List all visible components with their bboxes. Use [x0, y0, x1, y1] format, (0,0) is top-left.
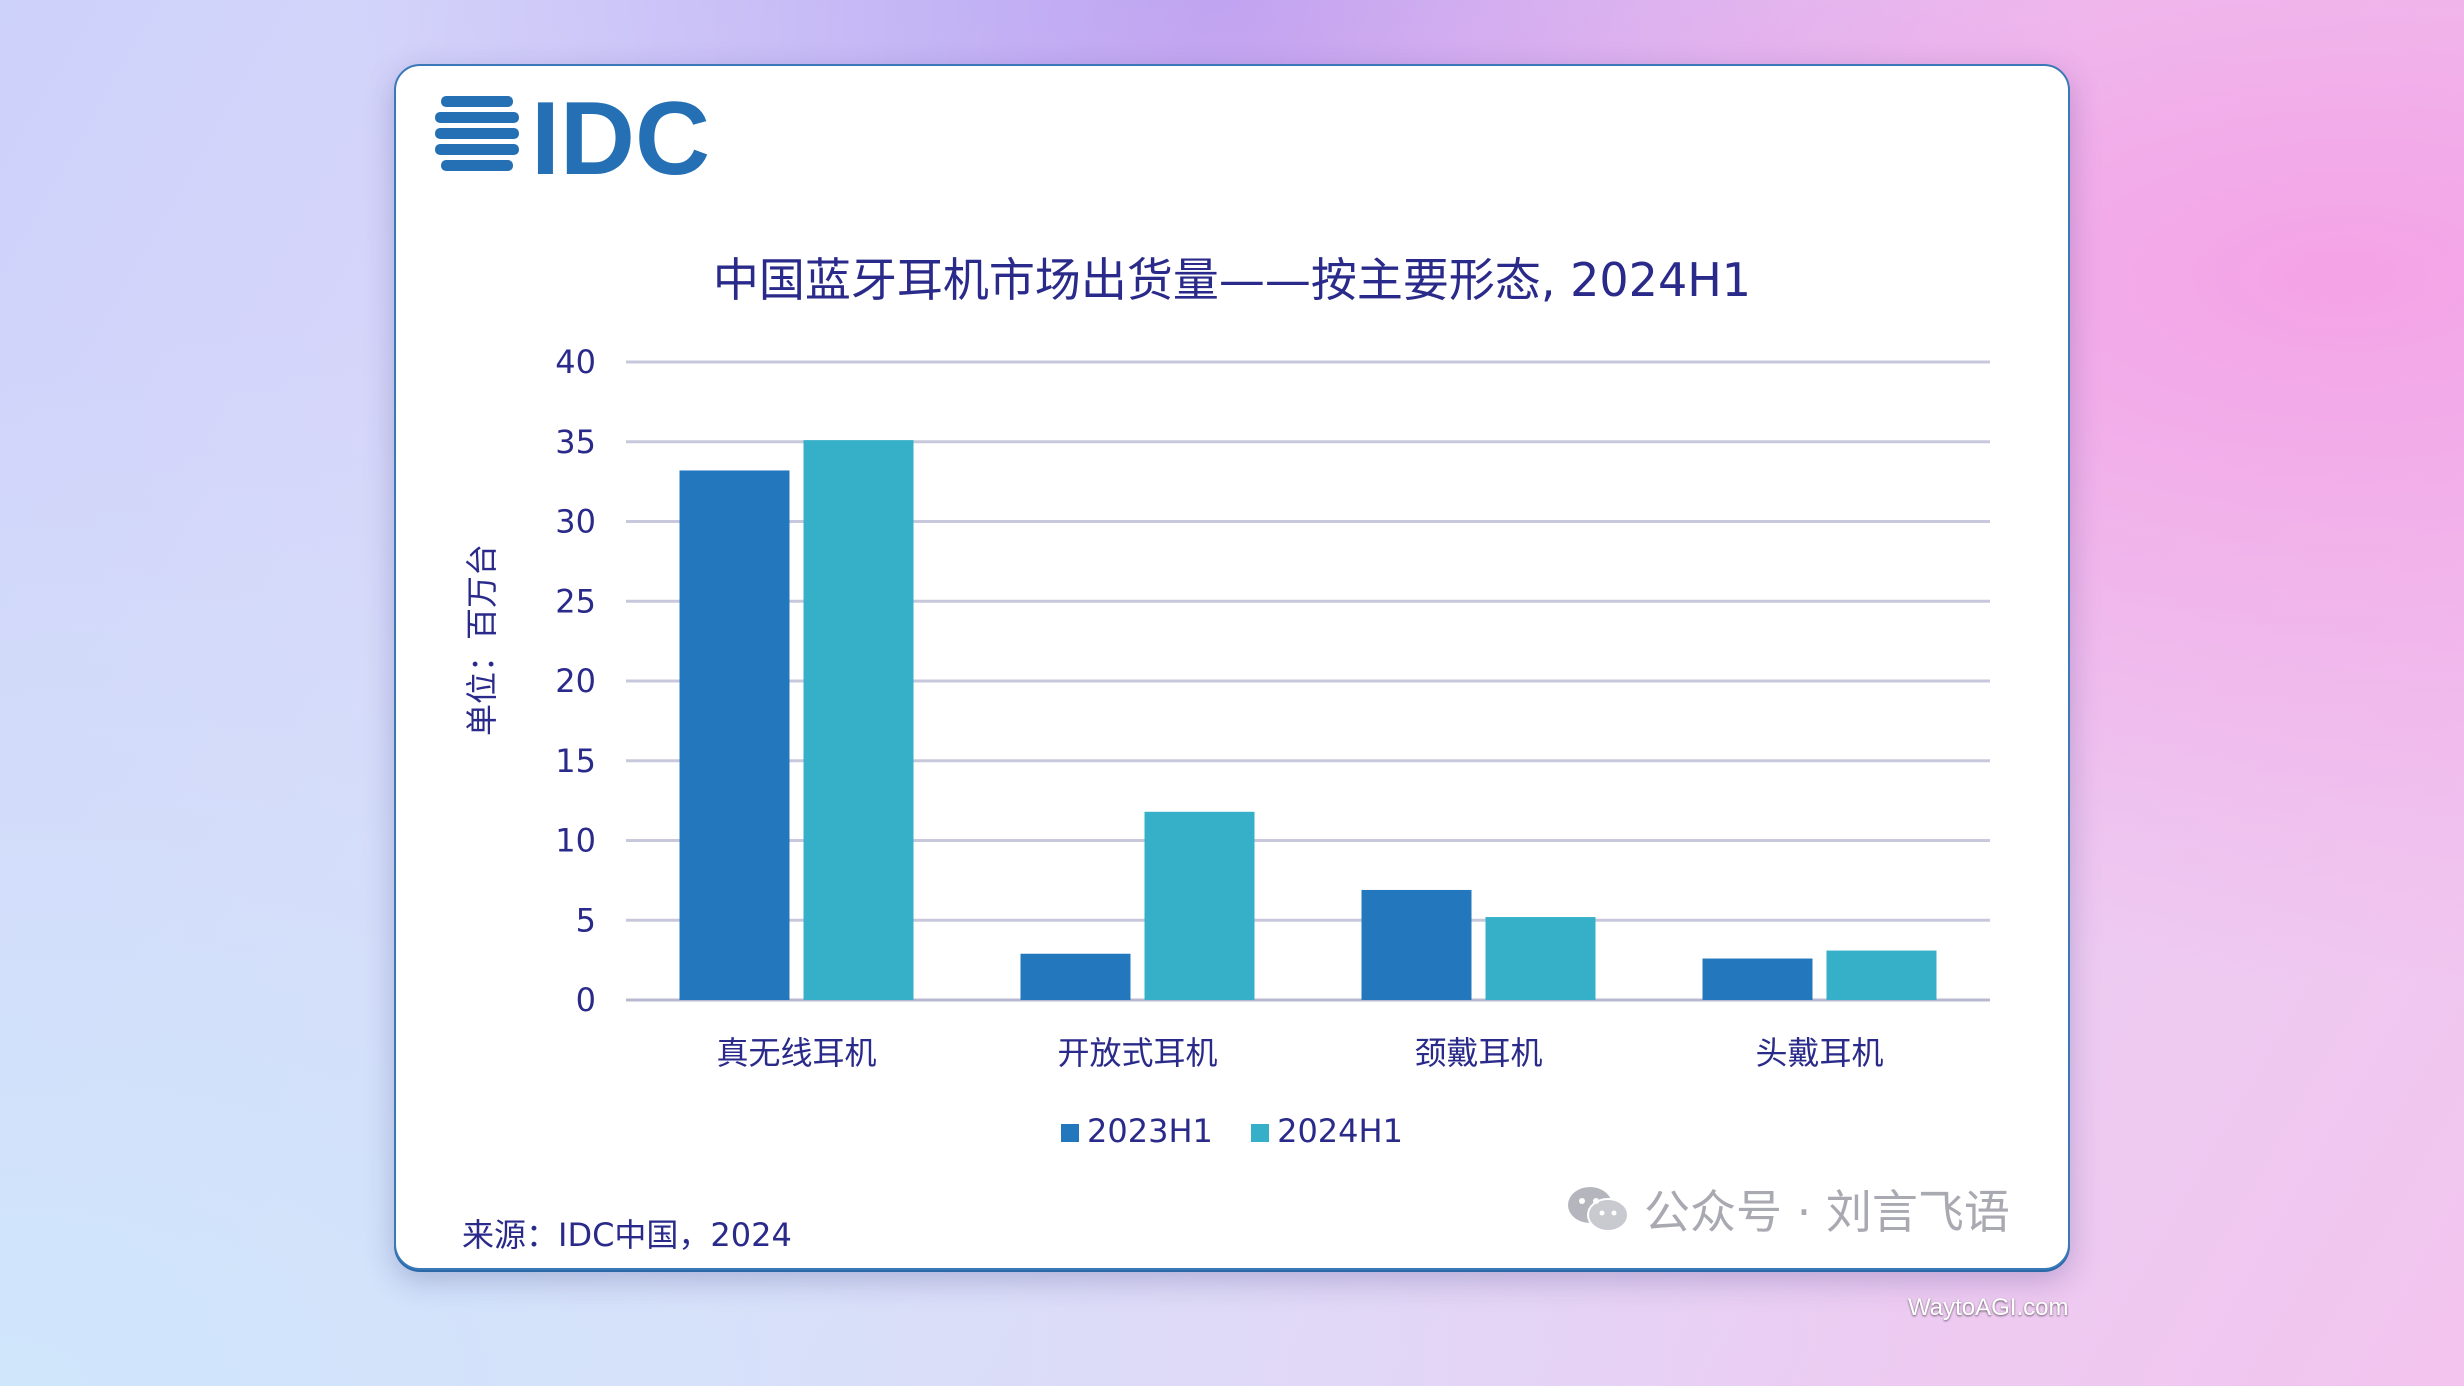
legend-item-2023: 2023H1	[1061, 1112, 1213, 1150]
idc-logo: IDC	[435, 92, 710, 184]
y-tick-label: 40	[555, 343, 596, 381]
bar	[679, 470, 790, 1001]
x-tick-label: 真无线耳机	[716, 1034, 876, 1072]
watermark: 公众号 · 刘言飞语	[1566, 1176, 2010, 1242]
y-tick-label: 35	[555, 423, 596, 461]
chart-title: 中国蓝牙耳机市场出货量——按主要形态, 2024H1	[712, 253, 1752, 307]
x-tick-label: 头戴耳机	[1755, 1034, 1883, 1072]
legend-swatch-2024	[1251, 1124, 1270, 1142]
legend: 2023H1 2024H1	[0, 1112, 2464, 1150]
y-tick-label: 30	[555, 503, 596, 541]
y-tick-label: 10	[555, 822, 596, 860]
y-tick-label: 5	[576, 901, 596, 939]
bar	[1361, 889, 1472, 1000]
x-tick-label: 开放式耳机	[1057, 1034, 1217, 1072]
chart-card	[394, 64, 2070, 1270]
y-tick-label: 25	[555, 582, 596, 620]
y-tick-label: 20	[555, 662, 596, 700]
legend-swatch-2023	[1061, 1124, 1080, 1142]
bar	[1144, 811, 1255, 1000]
bar	[803, 440, 914, 1000]
y-tick-label: 15	[555, 742, 596, 780]
watermark-text: 公众号 · 刘言飞语	[1644, 1185, 2010, 1239]
legend-item-2024: 2024H1	[1251, 1112, 1403, 1150]
y-tick-label: 0	[576, 981, 596, 1019]
svg-text:IDC: IDC	[531, 92, 710, 184]
legend-label-2023: 2023H1	[1087, 1112, 1213, 1150]
bar	[1020, 953, 1131, 1000]
source-note: 来源：IDC中国，2024	[462, 1216, 792, 1254]
bar	[1702, 958, 1813, 1000]
bar	[1485, 917, 1596, 1000]
bar	[1826, 950, 1937, 1000]
legend-label-2024: 2024H1	[1277, 1112, 1403, 1150]
site-watermark: WaytoAGI.com	[1908, 1294, 2069, 1321]
wechat-icon	[1568, 1187, 1629, 1232]
x-tick-label: 颈戴耳机	[1414, 1034, 1542, 1072]
